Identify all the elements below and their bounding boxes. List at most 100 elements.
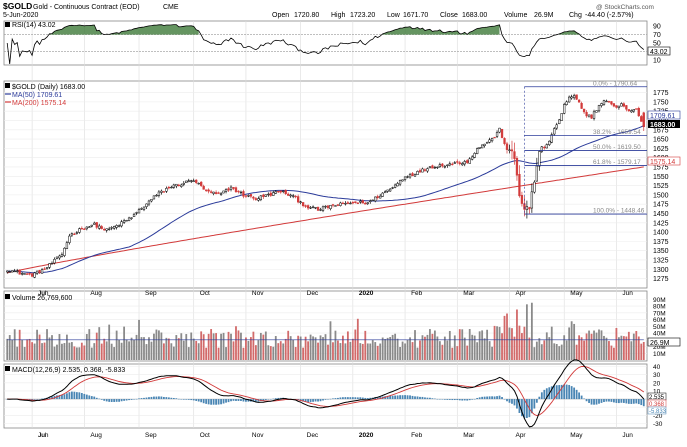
volume-bar [391, 334, 394, 360]
volume-bar [488, 341, 491, 360]
month-label: Jun [622, 432, 633, 439]
candle-body [130, 217, 133, 219]
candle-body [35, 270, 39, 274]
rsi-panel [3, 20, 648, 66]
candle-body [558, 119, 561, 124]
month-label: Sep [145, 432, 157, 439]
ma50-value-tag: 1709.61 [647, 110, 681, 120]
low-value: 1671.70 [403, 12, 428, 19]
macd-signal-line [7, 365, 645, 416]
macd-histogram-bar [503, 399, 506, 400]
volume-bar [322, 337, 324, 360]
candle-body [595, 110, 598, 113]
volume-bar [424, 336, 426, 360]
fib-label: 61.8% - 1579.17 [593, 159, 641, 166]
macd-histogram-bar [182, 399, 185, 400]
volume-bar [346, 331, 349, 360]
high-value: 1723.20 [350, 12, 375, 19]
candle-body [451, 163, 454, 166]
macd-histogram-bar [130, 399, 133, 400]
volume-bar [120, 342, 123, 360]
volume-bar [245, 337, 247, 360]
volume-bar [28, 338, 31, 360]
candle-body [597, 105, 601, 112]
macd-histogram-bar [356, 397, 359, 400]
macd-histogram-bar [426, 397, 429, 400]
volume-bar [6, 338, 9, 360]
macd-histogram-bar [545, 388, 548, 400]
macd-histogram-bar [212, 399, 215, 405]
macd-histogram-bar [346, 397, 349, 400]
volume-bar [379, 343, 382, 360]
volume-bar [635, 331, 638, 360]
macd-histogram-bar [58, 395, 61, 400]
macd-histogram-bar [498, 395, 501, 400]
volume-bar [630, 341, 633, 360]
price-tick-label: 1675 [653, 127, 669, 134]
macd-histogram-bar [80, 392, 83, 400]
macd-histogram-bar [222, 399, 225, 404]
macd-histogram-bar [501, 397, 503, 400]
price-tick-label: 1375 [653, 239, 669, 246]
volume-bar [603, 335, 605, 360]
macd-histogram-bar [232, 399, 235, 401]
volume-bar [615, 328, 618, 360]
candle-body [433, 166, 437, 169]
volume-bar [401, 341, 404, 360]
candle-body [247, 195, 250, 197]
volume-bar [21, 340, 24, 360]
candle-body [292, 195, 295, 197]
macd-histogram-bar [143, 397, 145, 400]
candle-body [135, 212, 138, 214]
volume-bar [113, 347, 116, 360]
macd-histogram-bar [83, 393, 86, 400]
candle-body [458, 162, 461, 165]
macd-histogram-bar [351, 397, 354, 400]
candle-body [326, 205, 330, 209]
volume-bar [468, 329, 471, 360]
candle-body [80, 228, 83, 230]
volume-bar [95, 332, 98, 360]
price-tick-label: 1625 [653, 146, 669, 153]
macd-histogram-bar [269, 399, 272, 400]
volume-bar [525, 304, 528, 360]
candle-body [40, 269, 44, 274]
candle-body [366, 202, 369, 204]
candle-body [431, 165, 434, 169]
volume-bar [56, 344, 58, 360]
volume-bar [511, 328, 513, 360]
volume-bar [369, 343, 372, 360]
macd-histogram-bar [90, 396, 93, 400]
candle-body [453, 162, 456, 164]
candle-body [468, 158, 471, 164]
macd-legend-swatch [5, 366, 10, 371]
volume-bar [299, 336, 302, 360]
macd-histogram-bar [565, 384, 568, 400]
candle-body [140, 208, 143, 210]
candle-body [63, 247, 66, 256]
macd-histogram-bar [595, 399, 598, 405]
macd-histogram-bar [399, 395, 401, 400]
macd-histogram-bar [332, 398, 334, 400]
candle-body [620, 103, 623, 107]
candle-body [100, 226, 103, 229]
candle-body [127, 217, 131, 221]
candle-body [43, 268, 46, 270]
macd-histogram-bar [436, 398, 439, 400]
volume-bar [364, 330, 367, 360]
volume-bar [48, 337, 51, 360]
volume-bar [192, 338, 195, 360]
volume-tick-label: 90M [653, 297, 666, 304]
candle-body [98, 225, 101, 229]
macd-histogram-bar [245, 399, 247, 402]
volume-bar [85, 334, 88, 360]
volume-bar [600, 330, 603, 360]
close-value: 1683.00 [462, 12, 487, 19]
volume-bar [61, 343, 63, 360]
candle-body [600, 103, 603, 106]
candle-body [65, 242, 69, 249]
macd-histogram-bar [349, 397, 352, 400]
macd-histogram-bar [401, 395, 404, 400]
volume-bar [521, 333, 523, 360]
volume-bar [182, 340, 185, 360]
